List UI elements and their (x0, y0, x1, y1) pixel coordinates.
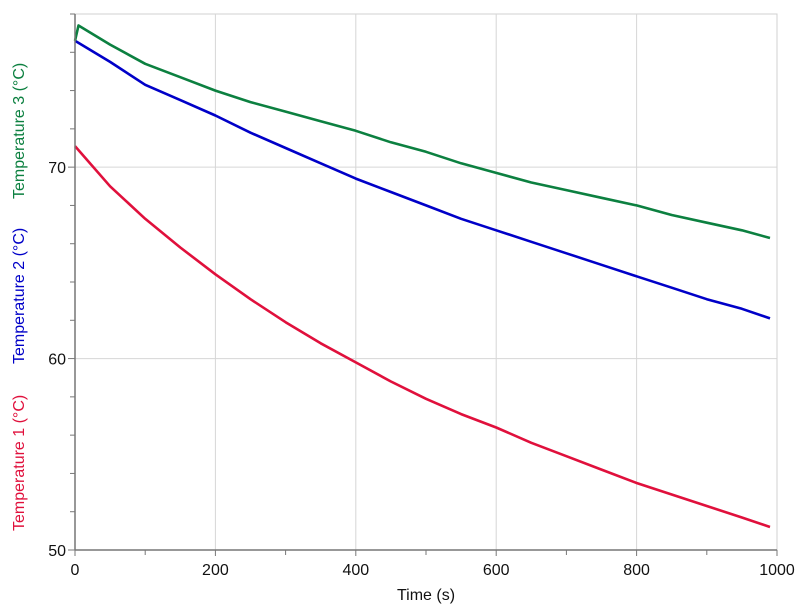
x-tick-label: 400 (342, 562, 369, 579)
y-tick-label: 70 (48, 160, 66, 177)
x-tick-label: 200 (202, 562, 229, 579)
axes: 0 200 400 600 800 1000 50 60 70 (48, 13, 795, 579)
series-line-temperature-1 (74, 145, 771, 529)
x-tick-label: 0 (71, 562, 80, 579)
y-axis-title-temperature-2: Temperature 2 (°C) (11, 228, 28, 364)
series-line-temperature-2 (74, 39, 771, 320)
x-axis-title: Time (s) (397, 587, 455, 604)
y-axis-title-temperature-1: Temperature 1 (°C) (11, 395, 28, 531)
series-layer (73, 24, 771, 529)
x-tick-label: 1000 (759, 562, 795, 579)
y-tick-label: 60 (48, 352, 66, 369)
y-axis-title-temperature-3: Temperature 3 (°C) (11, 63, 28, 199)
x-tick-label: 600 (483, 562, 510, 579)
y-tick-label: 50 (48, 543, 66, 560)
series-line-temperature-3 (73, 24, 771, 240)
plot-frame (74, 13, 778, 551)
grid (74, 13, 778, 551)
x-tick-label: 800 (623, 562, 650, 579)
